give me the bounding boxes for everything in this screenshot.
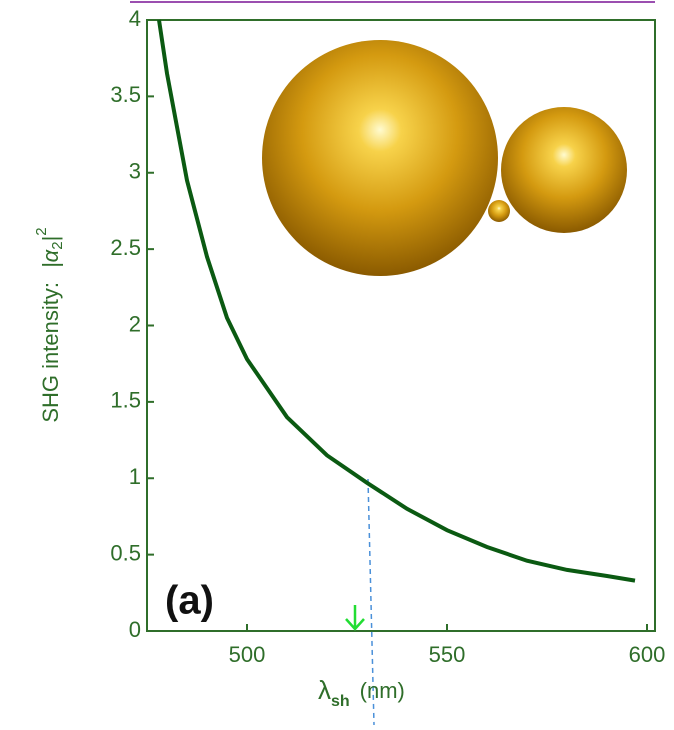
x-tick-label: 600 [629, 642, 666, 667]
sphere-small [488, 200, 510, 222]
y-label-text: SHG intensity: [38, 282, 63, 423]
y-tick-label: 3.5 [110, 82, 141, 107]
sphere-large [262, 40, 498, 276]
y-tick-label: 2 [129, 311, 141, 336]
y-tick-label: 1.5 [110, 388, 141, 413]
y-label-symbol: |α [38, 248, 63, 268]
y-axis-label: SHG intensity:|α2|2 [33, 227, 66, 422]
x-axis-label: λsh (nm) [318, 675, 405, 710]
sphere-medium [501, 107, 627, 233]
x-label-unit: (nm) [360, 678, 405, 703]
y-tick-label: 3 [129, 159, 141, 184]
y-label-superscript: 2 [33, 227, 50, 235]
wavelength-arrow [345, 605, 365, 631]
y-tick-label: 0 [129, 617, 141, 642]
x-tick-label: 500 [229, 642, 266, 667]
x-label-subscript: sh [331, 693, 350, 710]
y-tick-label: 0.5 [110, 540, 141, 565]
y-label-subscript: 2 [49, 241, 66, 249]
data-line [157, 19, 636, 583]
y-tick-label: 2.5 [110, 235, 141, 260]
y-tick-label: 4 [129, 6, 141, 31]
panel-label: (a) [165, 579, 214, 623]
x-label-symbol: λ [318, 675, 331, 705]
x-tick-label: 550 [429, 642, 466, 667]
y-label-close: | [38, 236, 63, 242]
y-tick-label: 1 [129, 464, 141, 489]
